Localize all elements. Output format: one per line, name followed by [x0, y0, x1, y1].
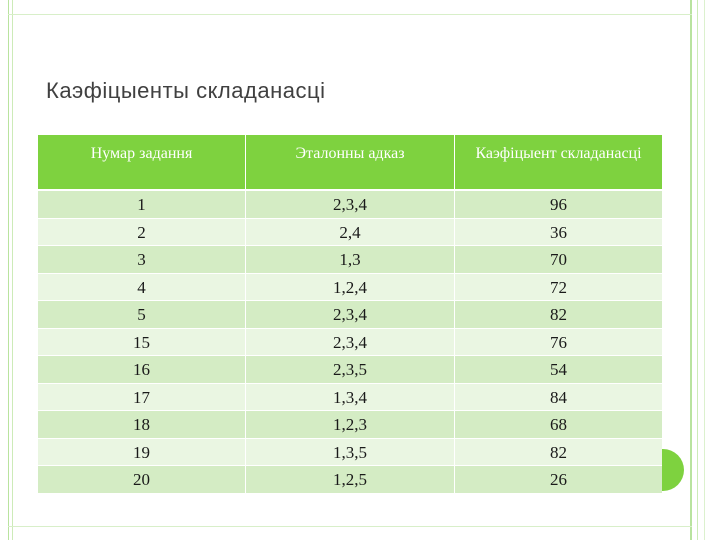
table-row: 5 2,3,4 82 [38, 301, 662, 329]
cell-difficulty-coefficient: 82 [454, 438, 662, 465]
cell-task-number: 2 [137, 222, 146, 242]
table-row: 16 2,3,5 54 [38, 356, 662, 384]
cell-task-number: 5 [137, 305, 146, 324]
cell-task-number: 1 [137, 195, 146, 214]
cell-task-number: 16 [133, 360, 150, 379]
slide-frame-bottom [8, 526, 692, 527]
cell-difficulty-coefficient: 26 [454, 466, 662, 493]
cell-difficulty-coefficient: 96 [454, 191, 662, 218]
cell-reference-answer: 2,4 [245, 218, 454, 245]
cell-reference-answer: 2,3,4 [245, 328, 454, 355]
cell-reference-answer: 2,3,5 [245, 356, 454, 383]
table-row: 17 1,3,4 84 [38, 383, 662, 411]
table-row: 15 2,3,4 76 [38, 328, 662, 356]
table-row: 1 2,3,4 96 [38, 191, 662, 219]
decorative-circle [662, 449, 684, 491]
cell-difficulty-coefficient: 82 [454, 301, 662, 328]
cell-reference-answer: 2,3,4 [245, 191, 454, 218]
cell-difficulty-coefficient: 76 [454, 328, 662, 355]
cell-reference-answer: 1,2,3 [245, 411, 454, 438]
cell-difficulty-coefficient: 54 [454, 356, 662, 383]
table-header-row: Нумар задання Эталонны адказ Каэфіцыент … [38, 135, 662, 191]
cell-task-number: 17 [133, 387, 150, 407]
cell-reference-answer: 1,2,4 [245, 273, 454, 300]
cell-task-number: 4 [137, 277, 146, 297]
header-difficulty-coefficient: Каэфіцыент складанасці [454, 135, 662, 189]
cell-task-number: 3 [137, 250, 146, 269]
cell-reference-answer: 1,3,4 [245, 383, 454, 410]
cell-reference-answer: 1,3 [245, 246, 454, 273]
slide-frame-right-middle [697, 0, 698, 540]
table-row: 2 2,4 36 [38, 218, 662, 246]
table-row: 19 1,3,5 82 [38, 438, 662, 466]
slide-frame-top [8, 14, 692, 15]
table-row: 20 1,2,5 26 [38, 466, 662, 494]
difficulty-table: Нумар задання Эталонны адказ Каэфіцыент … [38, 135, 662, 494]
slide-frame-left-inner [12, 0, 13, 540]
cell-task-number: 20 [133, 470, 150, 489]
header-task-number: Нумар задання [90, 145, 193, 162]
table-row: 18 1,2,3 68 [38, 411, 662, 439]
cell-task-number: 15 [133, 332, 150, 352]
cell-task-number: 18 [133, 415, 150, 434]
table-body: 1 2,3,4 96 2 2,4 36 3 1,3 70 4 1,2,4 72 5 2,3,4 82 15 2,… [38, 191, 662, 494]
cell-difficulty-coefficient: 72 [454, 273, 662, 300]
cell-reference-answer: 2,3,4 [245, 301, 454, 328]
cell-reference-answer: 1,2,5 [245, 466, 454, 493]
cell-task-number: 19 [133, 442, 150, 462]
slide-frame-left-outer [8, 0, 9, 540]
slide-title: Каэфіцыенты складанасці [46, 78, 326, 103]
slide-frame-right-outer [690, 0, 692, 540]
slide-frame-right-inner [704, 0, 705, 540]
cell-difficulty-coefficient: 84 [454, 383, 662, 410]
cell-difficulty-coefficient: 70 [454, 246, 662, 273]
table-row: 3 1,3 70 [38, 246, 662, 274]
header-reference-answer: Эталонны адказ [245, 135, 454, 189]
table-row: 4 1,2,4 72 [38, 273, 662, 301]
cell-difficulty-coefficient: 36 [454, 218, 662, 245]
cell-reference-answer: 1,3,5 [245, 438, 454, 465]
cell-difficulty-coefficient: 68 [454, 411, 662, 438]
